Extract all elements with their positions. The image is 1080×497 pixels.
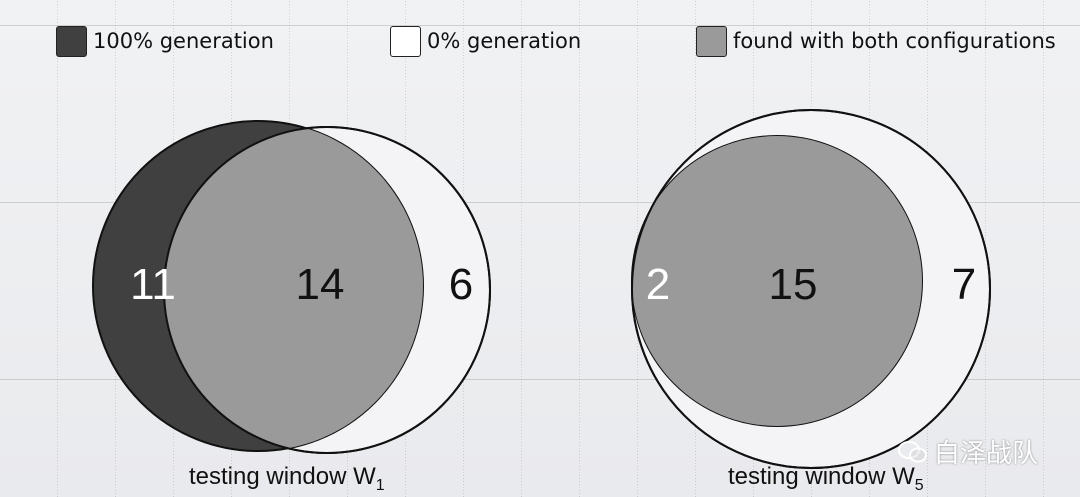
watermark-text: 白泽战队 bbox=[934, 439, 1039, 469]
venn-diagram-w1: 11 14 6 testing window W1 bbox=[92, 120, 491, 494]
count-both-w1: 14 bbox=[296, 260, 345, 309]
legend-item-100-generation: 100% generation bbox=[56, 24, 274, 58]
count-both-w5: 15 bbox=[769, 260, 818, 309]
venn-overlap-w5 bbox=[632, 136, 922, 426]
count-only-100-w1: 11 bbox=[130, 260, 176, 309]
caption-w1-text: testing window W bbox=[189, 463, 376, 490]
caption-w5: testing window W5 bbox=[728, 463, 924, 494]
venn-outline-0-generation-w1 bbox=[163, 126, 491, 454]
legend-swatch-white bbox=[390, 25, 421, 57]
caption-w5-text: testing window W bbox=[728, 463, 915, 490]
venn-outline-0-generation-w5 bbox=[631, 109, 991, 469]
legend-label-0-generation: 0% generation bbox=[427, 29, 582, 53]
count-only-0-w5: 7 bbox=[952, 260, 976, 309]
legend-swatch-dark bbox=[56, 25, 87, 57]
legend-label-100-generation: 100% generation bbox=[93, 29, 274, 53]
legend-item-0-generation: 0% generation bbox=[390, 24, 581, 58]
count-only-0-w1: 6 bbox=[449, 260, 473, 309]
venn-diagram-w5: 2 15 7 testing window W5 bbox=[631, 109, 991, 494]
caption-w5-subscript: 5 bbox=[915, 477, 924, 494]
legend-label-both: found with both configurations bbox=[733, 29, 1056, 53]
wechat-icon bbox=[898, 440, 927, 462]
caption-w1-subscript: 1 bbox=[376, 477, 385, 494]
legend-item-both: found with both configurations bbox=[696, 24, 1056, 58]
count-only-100-w5: 2 bbox=[646, 260, 670, 309]
caption-w1: testing window W1 bbox=[189, 463, 385, 494]
legend-swatch-gray bbox=[696, 25, 727, 57]
watermark: 白泽战队 bbox=[898, 433, 1038, 470]
